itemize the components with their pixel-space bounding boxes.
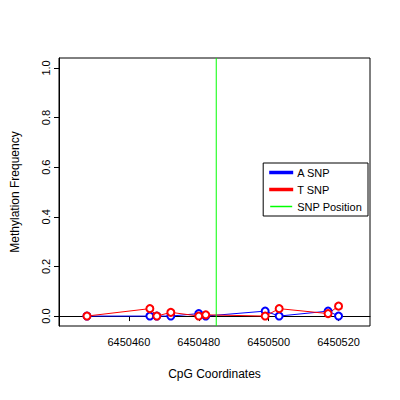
svg-text:CpG Coordinates: CpG Coordinates bbox=[168, 367, 261, 381]
svg-text:Methylation Frequency: Methylation Frequency bbox=[8, 131, 22, 252]
svg-text:0.8: 0.8 bbox=[40, 110, 52, 125]
svg-text:0.6: 0.6 bbox=[40, 160, 52, 175]
svg-text:0.0: 0.0 bbox=[40, 308, 52, 323]
svg-text:6450500: 6450500 bbox=[247, 336, 290, 348]
svg-text:T SNP: T SNP bbox=[297, 184, 329, 196]
svg-text:0.4: 0.4 bbox=[40, 209, 52, 224]
svg-text:A SNP: A SNP bbox=[297, 167, 329, 179]
svg-text:6450480: 6450480 bbox=[177, 336, 220, 348]
svg-text:6450520: 6450520 bbox=[317, 336, 360, 348]
svg-text:0.2: 0.2 bbox=[40, 259, 52, 274]
svg-text:SNP Position: SNP Position bbox=[297, 201, 362, 213]
svg-text:1.0: 1.0 bbox=[40, 60, 52, 75]
svg-text:6450460: 6450460 bbox=[107, 336, 150, 348]
